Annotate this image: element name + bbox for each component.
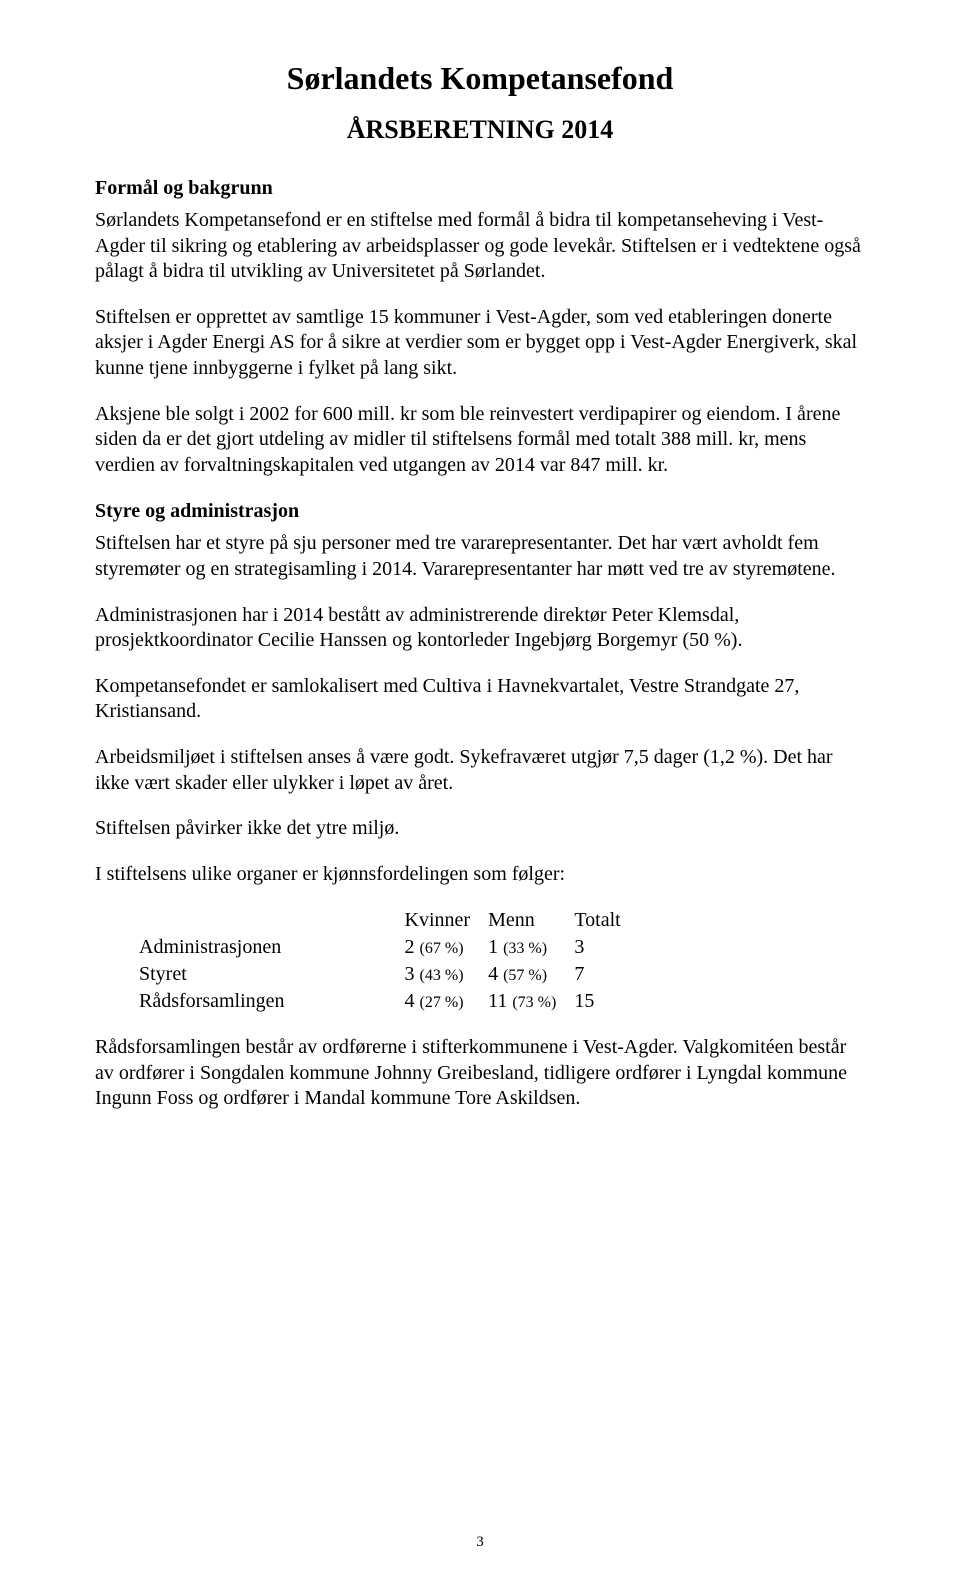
table-cell: Administrasjonen (139, 934, 405, 961)
count: 1 (488, 936, 498, 958)
page-number: 3 (0, 1534, 960, 1551)
table-row: Styret 3 (43 %) 4 (57 %) 7 (139, 961, 639, 988)
table-header: Menn (488, 907, 574, 934)
table-cell: 2 (67 %) (405, 934, 489, 961)
percent: (27 %) (420, 994, 464, 1011)
table-cell: 11 (73 %) (488, 988, 574, 1015)
section-heading-styre: Styre og administrasjon (95, 500, 865, 523)
table-cell: 3 (43 %) (405, 961, 489, 988)
table-cell: Rådsforsamlingen (139, 988, 405, 1015)
paragraph: Rådsforsamlingen består av ordførerne i … (95, 1035, 865, 1112)
table-cell: 15 (574, 988, 638, 1015)
table-header-row: Kvinner Menn Totalt (139, 907, 639, 934)
page-title: Sørlandets Kompetansefond (95, 60, 865, 97)
table-header (139, 907, 405, 934)
paragraph: Stiftelsen påvirker ikke det ytre miljø. (95, 816, 865, 842)
paragraph: Stiftelsen har et styre på sju personer … (95, 531, 865, 582)
paragraph: Arbeidsmiljøet i stiftelsen anses å være… (95, 745, 865, 796)
percent: (67 %) (420, 940, 464, 957)
paragraph: Sørlandets Kompetansefond er en stiftels… (95, 208, 865, 285)
count: 11 (488, 990, 507, 1012)
paragraph: I stiftelsens ulike organer er kjønnsfor… (95, 862, 865, 888)
table-header: Kvinner (405, 907, 489, 934)
paragraph: Administrasjonen har i 2014 bestått av a… (95, 603, 865, 654)
table-cell: 7 (574, 961, 638, 988)
section-heading-formal: Formål og bakgrunn (95, 177, 865, 200)
percent: (57 %) (503, 967, 547, 984)
paragraph: Kompetansefondet er samlokalisert med Cu… (95, 674, 865, 725)
table-cell: 1 (33 %) (488, 934, 574, 961)
count: 2 (405, 936, 415, 958)
table-header: Totalt (574, 907, 638, 934)
document-page: Sørlandets Kompetansefond ÅRSBERETNING 2… (0, 0, 960, 1579)
table-row: Administrasjonen 2 (67 %) 1 (33 %) 3 (139, 934, 639, 961)
percent: (73 %) (512, 994, 556, 1011)
page-subtitle: ÅRSBERETNING 2014 (95, 115, 865, 145)
table-cell: 3 (574, 934, 638, 961)
count: 4 (488, 963, 498, 985)
percent: (33 %) (503, 940, 547, 957)
gender-distribution-table: Kvinner Menn Totalt Administrasjonen 2 (… (139, 907, 639, 1015)
paragraph: Stiftelsen er opprettet av samtlige 15 k… (95, 305, 865, 382)
table-cell: 4 (27 %) (405, 988, 489, 1015)
table-row: Rådsforsamlingen 4 (27 %) 11 (73 %) 15 (139, 988, 639, 1015)
table-cell: Styret (139, 961, 405, 988)
count: 3 (405, 963, 415, 985)
percent: (43 %) (420, 967, 464, 984)
table-cell: 4 (57 %) (488, 961, 574, 988)
paragraph: Aksjene ble solgt i 2002 for 600 mill. k… (95, 402, 865, 479)
count: 4 (405, 990, 415, 1012)
